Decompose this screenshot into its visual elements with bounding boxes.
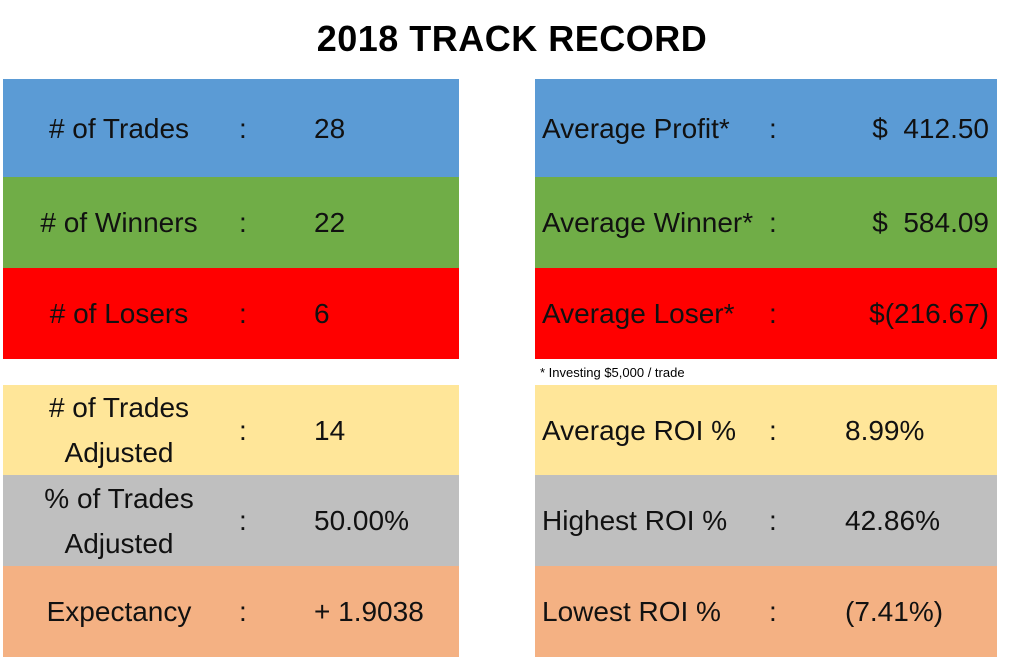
stat-row-average-winner: Average Winner* : $ 584.09 [535,177,997,268]
right-stats-table: Average Profit* : $ 412.50 Average Winne… [535,79,997,659]
stat-row-highest-roi: Highest ROI % : 42.86% [535,475,997,566]
stat-colon: : [239,298,247,329]
stat-label: # of Trades Adjusted [48,392,190,468]
stat-value: (7.41%) [845,596,944,627]
stat-value: 28 [314,112,346,144]
stat-value: 42.86% [845,505,940,536]
stat-label: # of Trades [48,112,190,144]
stat-value: + 1.9038 [314,596,424,627]
stat-label: Lowest ROI % [542,596,721,627]
stat-colon: : [239,505,247,536]
stat-colon: : [239,112,247,144]
stat-colon: : [769,298,777,329]
stat-colon: : [239,207,247,238]
stat-row-average-loser: Average Loser* : $(216.67) [535,268,997,359]
stat-row-average-roi: Average ROI % : 8.99% [535,385,997,475]
footnote: * Investing $5,000 / trade [540,365,685,380]
stat-label: Average ROI % [542,414,737,446]
stat-label: Average Profit* [542,112,730,144]
stat-colon: : [769,596,777,627]
stat-value: 22 [314,207,346,238]
stat-row-trades: # of Trades : 28 [3,79,459,177]
stat-colon: : [769,112,777,144]
stat-value: $ 412.50 [872,112,989,144]
page-title: 2018 TRACK RECORD [316,18,708,59]
stat-label: # of Losers [49,298,189,329]
stat-colon: : [239,596,247,627]
stat-row-expectancy: Expectancy : + 1.9038 [3,566,459,657]
stat-label: Highest ROI % [542,505,728,536]
stat-label: Average Winner* [542,207,754,238]
stat-value: 6 [314,298,330,329]
stat-row-average-profit: Average Profit* : $ 412.50 [535,79,997,177]
left-stats-table: # of Trades : 28 # of Winners : 22 # of … [3,79,459,659]
stat-colon: : [769,505,777,536]
stat-label: Expectancy [46,596,192,627]
stat-row-trades-adjusted: # of Trades Adjusted : 14 [3,385,459,475]
stat-value: $ 584.09 [872,207,989,238]
stat-value: 14 [314,414,346,446]
stat-row-pct-adjusted: % of Trades Adjusted : 50.00% [3,475,459,566]
stat-value: $(216.67) [869,298,989,329]
stat-label: Average Loser* [542,298,735,329]
stat-label: % of Trades Adjusted [44,482,194,559]
stat-row-winners: # of Winners : 22 [3,177,459,268]
stat-colon: : [769,414,777,446]
stat-row-lowest-roi: Lowest ROI % : (7.41%) [535,566,997,657]
stat-label: # of Winners [40,207,198,238]
stat-colon: : [769,207,777,238]
stat-value: 50.00% [314,505,409,536]
stat-value: 8.99% [845,414,925,446]
stat-row-losers: # of Losers : 6 [3,268,459,359]
stat-colon: : [239,414,247,446]
